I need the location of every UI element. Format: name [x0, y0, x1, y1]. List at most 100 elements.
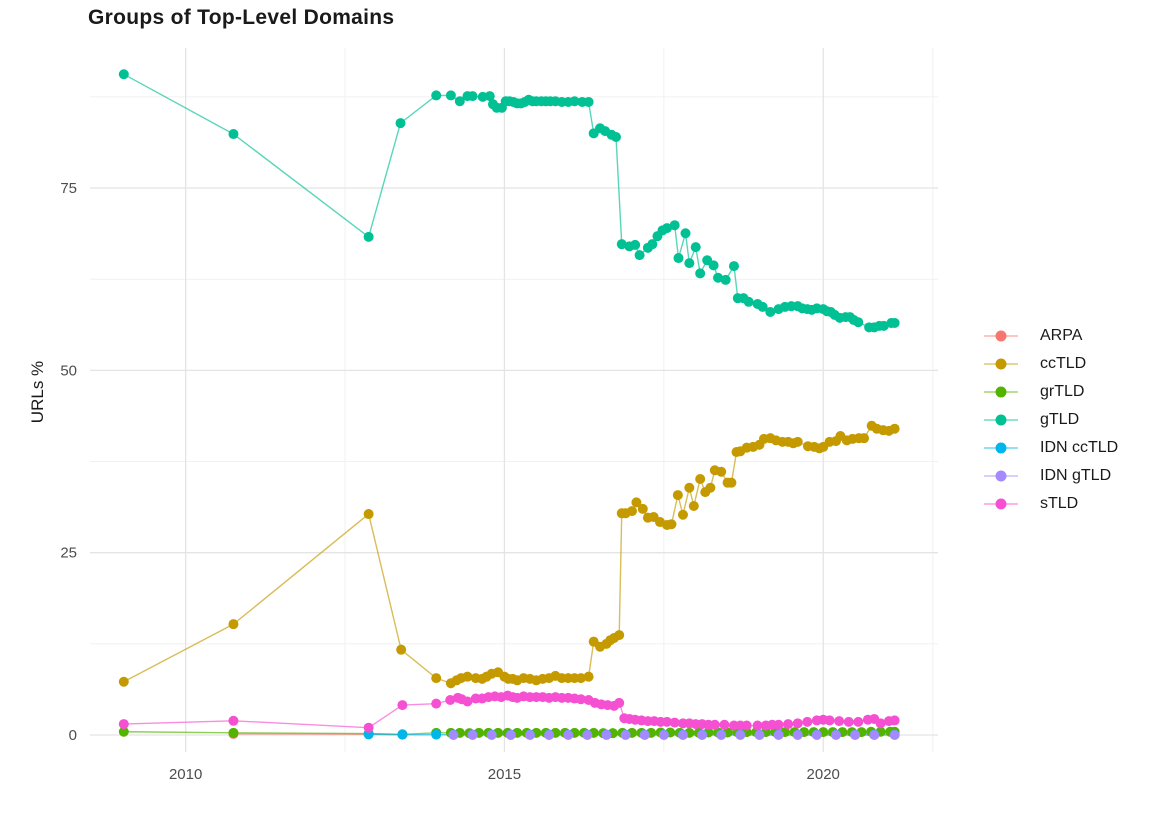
data-point-stld	[614, 697, 625, 708]
data-point-gtld	[743, 296, 754, 307]
legend: ARPA ccTLD grTLD gTLD	[984, 322, 1118, 518]
data-point-stld	[792, 718, 803, 729]
data-point-idn-gtld	[448, 730, 459, 741]
data-point-idn-gtld	[582, 730, 593, 741]
y-tick-label: 75	[60, 180, 77, 197]
data-point-idn-gtld	[889, 730, 900, 741]
data-point-idn-cctld	[431, 729, 442, 740]
data-point-gtld	[583, 96, 594, 107]
data-point-stld	[118, 719, 129, 730]
data-point-gtld	[445, 90, 456, 101]
data-point-gtld	[684, 258, 695, 269]
data-point-cctld	[583, 671, 594, 682]
data-point-idn-gtld	[601, 730, 612, 741]
legend-key-icon	[984, 470, 1018, 482]
data-point-cctld	[363, 509, 374, 520]
data-point-grtld	[228, 727, 239, 738]
data-point-cctld	[396, 644, 407, 655]
data-point-stld	[397, 700, 408, 711]
data-point-stld	[875, 718, 886, 729]
data-point-stld	[669, 717, 680, 728]
data-point-idn-gtld	[467, 730, 478, 741]
data-point-cctld	[228, 619, 239, 630]
x-tick-label: 2015	[488, 766, 521, 783]
legend-key-icon	[984, 386, 1018, 398]
data-point-cctld	[695, 474, 706, 485]
data-point-grtld	[118, 726, 129, 737]
data-point-idn-gtld	[792, 730, 803, 741]
data-point-gtld	[708, 260, 719, 271]
data-point-cctld	[889, 423, 900, 434]
data-point-idn-gtld	[658, 730, 669, 741]
legend-item-gtld: gTLD	[984, 406, 1118, 434]
legend-item-idn-gtld: IDN gTLD	[984, 462, 1118, 490]
data-point-stld	[741, 720, 752, 731]
data-point-idn-cctld	[397, 729, 408, 740]
data-point-idn-gtld	[505, 730, 516, 741]
data-point-idn-gtld	[677, 730, 688, 741]
data-point-idn-gtld	[524, 730, 535, 741]
data-point-stld	[802, 716, 813, 727]
data-point-gtld	[484, 91, 495, 102]
data-point-stld	[773, 719, 784, 730]
data-point-gtld	[669, 220, 680, 231]
y-tick-label: 0	[69, 727, 77, 744]
data-point-idn-gtld	[697, 730, 708, 741]
data-point-cctld	[626, 506, 637, 517]
data-point-cctld	[118, 676, 129, 687]
data-point-gtld	[878, 320, 889, 331]
legend-item-idn-cctld: IDN ccTLD	[984, 434, 1118, 462]
data-point-stld	[462, 696, 473, 707]
legend-item-grtld: grTLD	[984, 378, 1118, 406]
data-point-gtld	[662, 223, 673, 234]
legend-item-label: ARPA	[1040, 327, 1083, 344]
data-point-cctld	[575, 673, 586, 684]
data-point-gtld	[728, 261, 739, 272]
data-point-idn-gtld	[716, 730, 727, 741]
data-point-stld	[853, 716, 864, 727]
data-point-stld	[752, 720, 763, 731]
data-point-gtld	[889, 317, 900, 328]
data-point-gtld	[647, 239, 658, 250]
data-point-gtld	[680, 228, 691, 239]
data-point-cctld	[716, 466, 727, 477]
data-point-cctld	[431, 673, 442, 684]
data-point-cctld	[792, 436, 803, 447]
data-point-stld	[228, 715, 239, 726]
data-point-gtld	[363, 231, 374, 242]
data-point-cctld	[631, 497, 642, 508]
data-point-stld	[575, 694, 586, 705]
data-point-stld	[709, 719, 720, 730]
data-point-gtld	[695, 268, 706, 279]
data-point-stld	[719, 719, 730, 730]
data-point-gtld	[757, 301, 768, 312]
data-point-cctld	[705, 482, 716, 493]
data-point-idn-gtld	[754, 730, 765, 741]
data-point-cctld	[677, 509, 688, 520]
data-point-cctld	[462, 671, 473, 682]
legend-item-label: sTLD	[1040, 495, 1079, 512]
data-point-gtld	[634, 250, 645, 261]
data-point-cctld	[637, 503, 648, 514]
legend-key-icon	[984, 358, 1018, 370]
data-point-idn-gtld	[735, 730, 746, 741]
legend-item-label: IDN ccTLD	[1040, 439, 1119, 456]
series-line-cctld	[123, 424, 895, 684]
data-point-cctld	[684, 482, 695, 493]
legend-key-icon	[984, 330, 1018, 342]
y-tick-label: 25	[60, 545, 77, 562]
data-point-gtld	[765, 307, 776, 318]
data-point-cctld	[726, 477, 737, 488]
data-point-gtld	[569, 96, 580, 107]
data-point-gtld	[395, 118, 406, 129]
legend-item-arpa: ARPA	[984, 322, 1118, 350]
data-point-stld	[662, 716, 673, 727]
legend-item-label: grTLD	[1040, 383, 1085, 400]
data-point-cctld	[614, 630, 625, 641]
legend-key-icon	[984, 498, 1018, 510]
chart-title: Groups of Top-Level Domains	[88, 6, 395, 29]
data-point-gtld	[431, 90, 442, 101]
data-point-stld	[824, 715, 835, 726]
legend-key-icon	[984, 442, 1018, 454]
